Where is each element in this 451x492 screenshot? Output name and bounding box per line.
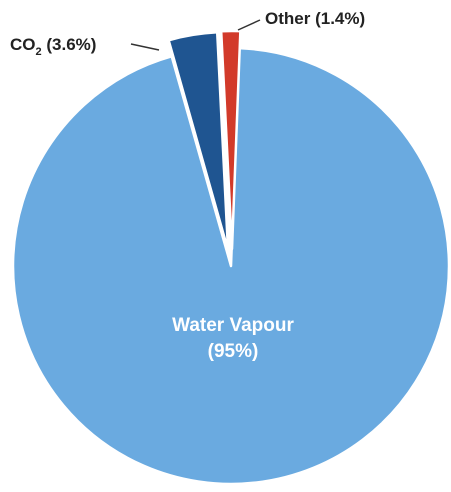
label-co2-pct: (3.6%) bbox=[46, 35, 96, 54]
leader-line-other bbox=[237, 19, 261, 31]
leader-line-co2 bbox=[130, 43, 160, 51]
label-other: Other (1.4%) bbox=[265, 9, 365, 28]
label-water-vapour-pct: (95%) bbox=[208, 341, 259, 362]
pie-slices bbox=[11, 29, 451, 486]
label-water-vapour: Water Vapour bbox=[172, 315, 294, 336]
slice-co2 bbox=[167, 31, 230, 252]
slice-other bbox=[219, 29, 242, 251]
label-co2-text: CO bbox=[10, 35, 36, 54]
label-co2: CO2 (3.6%) bbox=[10, 35, 96, 58]
label-other-text: Other bbox=[265, 9, 311, 28]
slice-water-vapour bbox=[11, 46, 451, 486]
label-other-pct: (1.4%) bbox=[315, 9, 365, 28]
label-co2-subscript: 2 bbox=[36, 46, 42, 58]
